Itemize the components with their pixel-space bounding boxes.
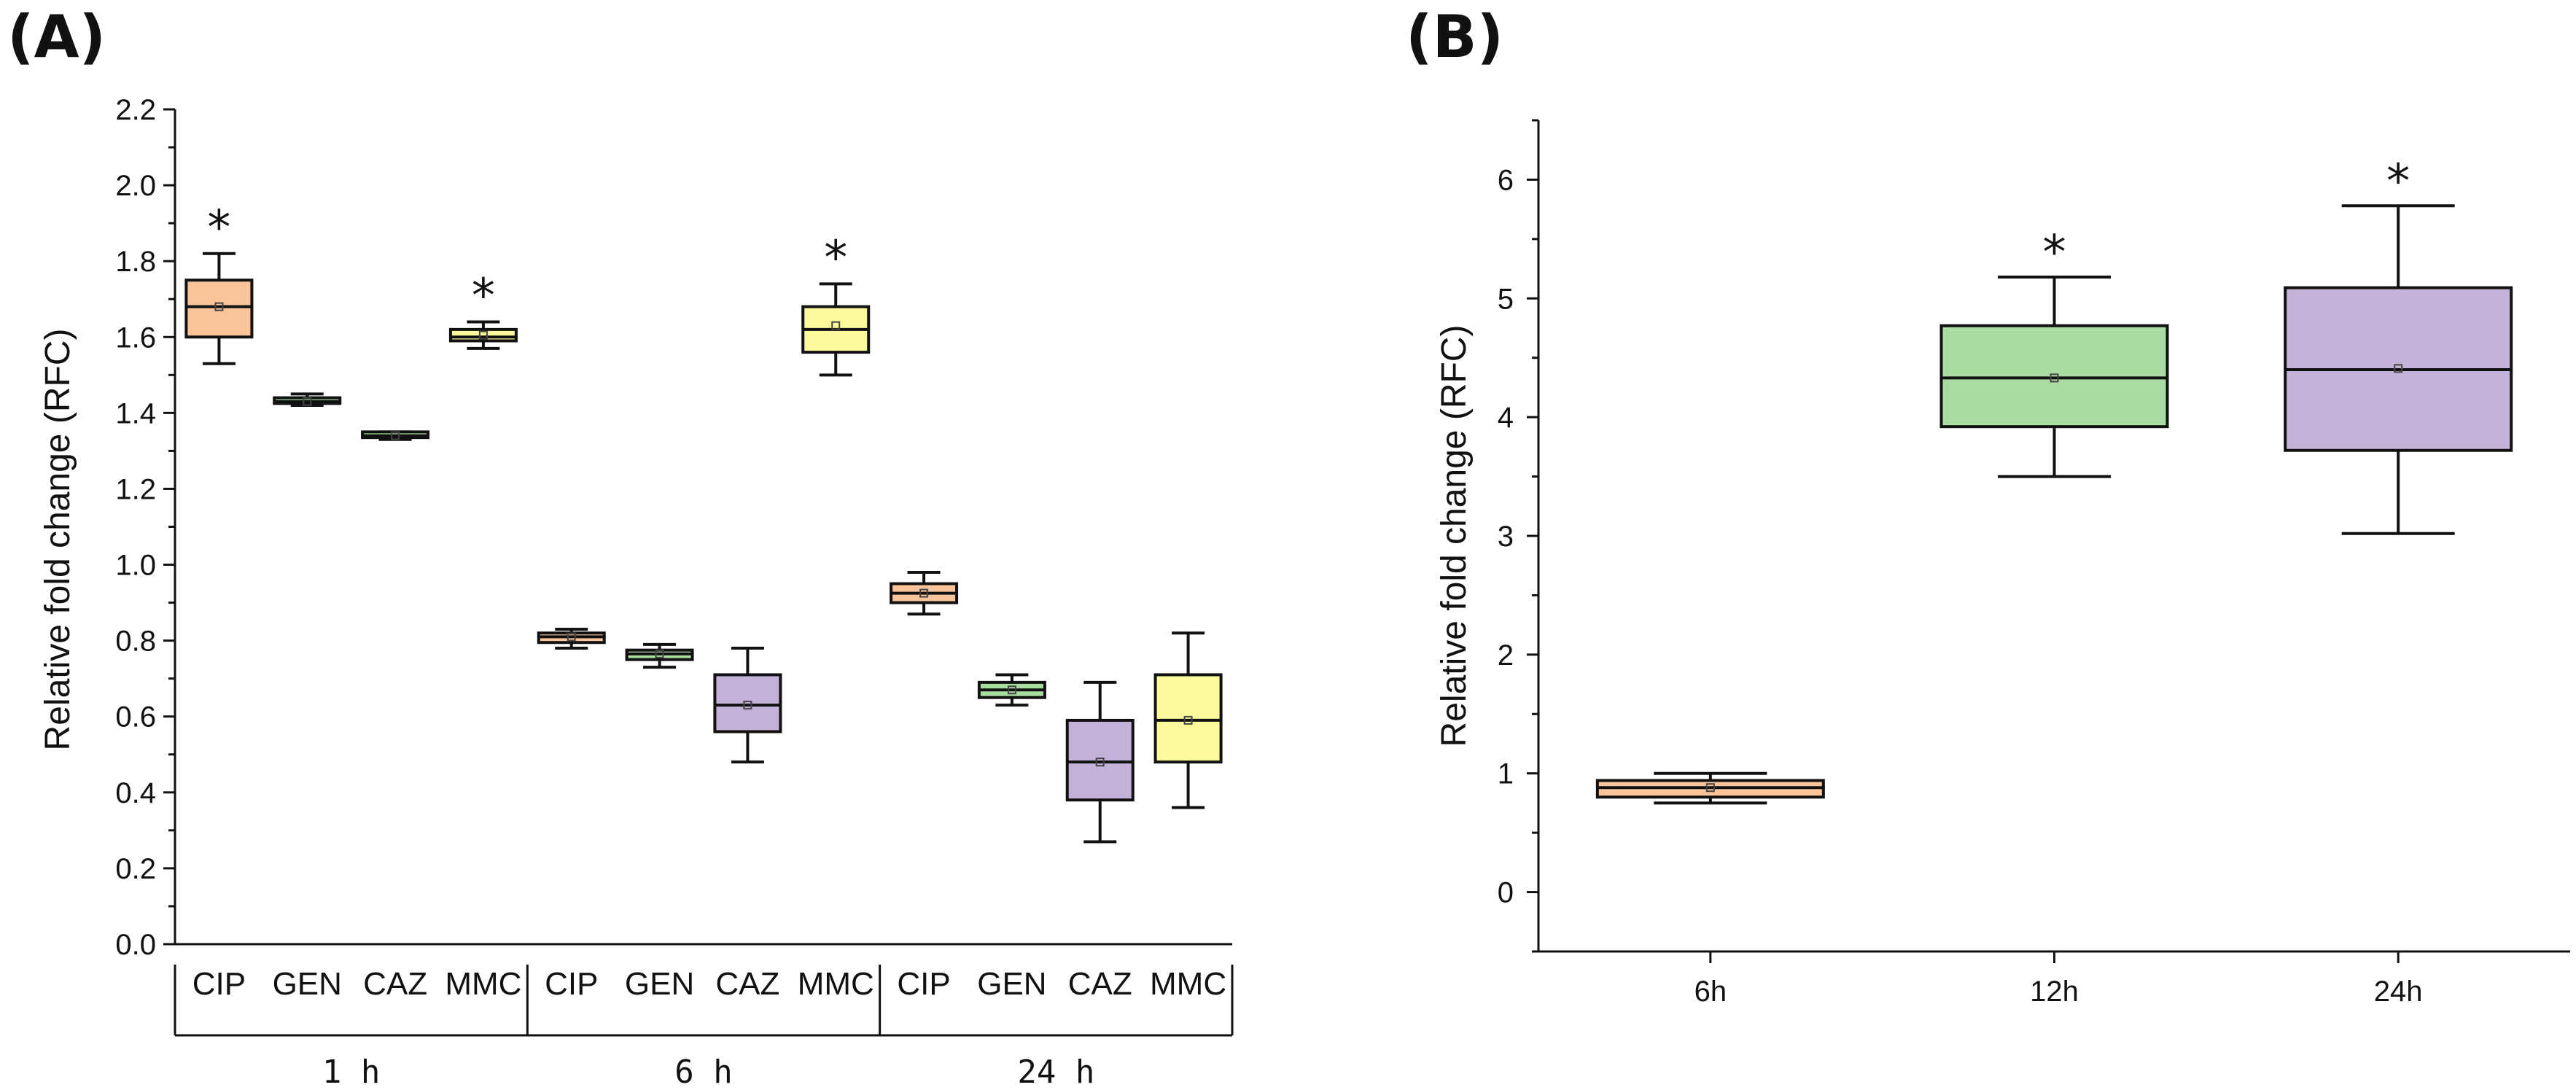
panel-a-axes [174, 109, 1232, 946]
x-category-label: 24h [2374, 976, 2423, 1008]
mean-marker [1095, 758, 1105, 767]
box-plot-1: * [1939, 226, 2169, 478]
x-category-label: CAZ [1068, 966, 1132, 1002]
group-label: 1 h [322, 1054, 380, 1090]
panel-b: (B) Relative fold change (RFC) 0 1 2 3 4 5 6 *… [1406, 3, 2570, 1008]
group-label: 24 h [1017, 1054, 1094, 1090]
box-plot-10 [1065, 680, 1135, 844]
x-category-label: 12h [2030, 976, 2079, 1008]
box-plot-4 [537, 628, 606, 650]
x-category-label: MMC [1150, 966, 1226, 1002]
x-category-label: CIP [897, 966, 950, 1002]
significance-star: * [2386, 155, 2410, 209]
mean-marker [655, 649, 664, 658]
y-tick-label: 3 [1498, 521, 1514, 553]
box-iqr [1939, 324, 2169, 429]
mean-marker [478, 330, 488, 340]
x-category-label: MMC [798, 966, 874, 1002]
y-tick-label: 5 [1498, 283, 1514, 315]
panel-b-y-ticks: 0 1 2 3 4 5 6 [1498, 119, 1538, 953]
mean-marker [214, 302, 224, 311]
x-category-label: GEN [273, 966, 342, 1002]
x-category-label: GEN [625, 966, 694, 1002]
box-plot-2 [361, 430, 430, 441]
y-tick-label: 1.4 [115, 397, 156, 429]
x-category-label: CIP [192, 966, 246, 1002]
box-plot-3: * [448, 269, 518, 350]
y-tick-label: 0.8 [115, 626, 156, 658]
y-tick-label: 1.2 [115, 473, 156, 505]
x-category-label: CIP [545, 966, 598, 1002]
significance-star: * [207, 201, 230, 255]
group-label: 6 h [674, 1054, 732, 1090]
x-category-label: CAZ [363, 966, 427, 1002]
x-category-label: 6h [1694, 976, 1727, 1008]
box-plot-8 [890, 570, 959, 616]
panel-a-boxes: * * * [184, 201, 1223, 844]
significance-star: * [472, 269, 495, 323]
panel-b-boxes: ** [1595, 155, 2513, 805]
significance-star: * [2043, 226, 2066, 280]
box-iqr [184, 279, 254, 339]
y-tick-label: 0.6 [115, 701, 156, 733]
panel-a-x-categories: CIP GEN CAZ MMC CIP GEN CAZ MMC CIP GEN CAZ MMC 1 h 6… [174, 965, 1234, 1090]
x-category-label: CAZ [715, 966, 779, 1002]
mean-marker [1183, 715, 1193, 725]
mean-marker [831, 321, 841, 330]
y-tick-label: 1.6 [115, 322, 156, 354]
mean-marker [391, 431, 400, 440]
y-tick-label: 2.2 [115, 94, 156, 126]
y-tick-label: 0.4 [115, 777, 156, 809]
panel-a-y-ticks: 0.0 0.2 0.4 0.6 0.8 1.0 1.2 1.4 1.6 1.8 2.0 2.2 [115, 94, 175, 961]
x-category-label: MMC [445, 966, 521, 1002]
y-tick-label: 6 [1498, 164, 1514, 196]
y-tick-label: 2.0 [115, 170, 156, 202]
y-tick-label: 0.2 [115, 853, 156, 885]
mean-marker [2394, 364, 2403, 373]
mean-marker [1705, 783, 1715, 793]
y-tick-label: 1.8 [115, 246, 156, 278]
box-plot-9 [977, 673, 1046, 707]
panel-b-x-categories: 6h 12h 24h [1694, 951, 2423, 1008]
mean-marker [743, 701, 752, 710]
y-tick-label: 4 [1498, 402, 1514, 434]
box-iqr [1153, 673, 1223, 764]
box-plot-6 [713, 647, 782, 764]
box-plot-0 [1595, 771, 1825, 805]
y-tick-label: 1 [1498, 758, 1514, 790]
y-tick-label: 2 [1498, 639, 1514, 671]
panel-a-y-axis-title: Relative fold change (RFC) [39, 329, 77, 751]
y-tick-label: 0 [1498, 877, 1514, 909]
box-plot-2: * [2284, 155, 2513, 535]
panel-a: (A) Relative fold change (RFC) 0.0 0.2 0.4… [7, 3, 1234, 1090]
y-tick-label: 1.0 [115, 550, 156, 582]
panel-b-y-axis-title: Relative fold change (RFC) [1435, 325, 1474, 747]
y-tick-label: 0.0 [115, 929, 156, 961]
box-plot-11 [1153, 631, 1223, 809]
panel-b-label: (B) [1406, 3, 1503, 71]
box-plot-0: * [184, 201, 254, 365]
panel-a-label: (A) [7, 3, 106, 71]
significance-star: * [824, 231, 847, 285]
mean-marker [2050, 373, 2059, 383]
mean-marker [303, 397, 312, 406]
box-plot-1 [273, 392, 342, 407]
box-iqr [1065, 718, 1135, 802]
x-category-label: GEN [977, 966, 1046, 1002]
mean-marker [567, 632, 576, 642]
box-plot-7: * [801, 231, 871, 377]
box-plot-5 [625, 642, 694, 669]
mean-marker [919, 588, 929, 598]
mean-marker [1007, 685, 1016, 695]
box-iqr [713, 673, 782, 733]
